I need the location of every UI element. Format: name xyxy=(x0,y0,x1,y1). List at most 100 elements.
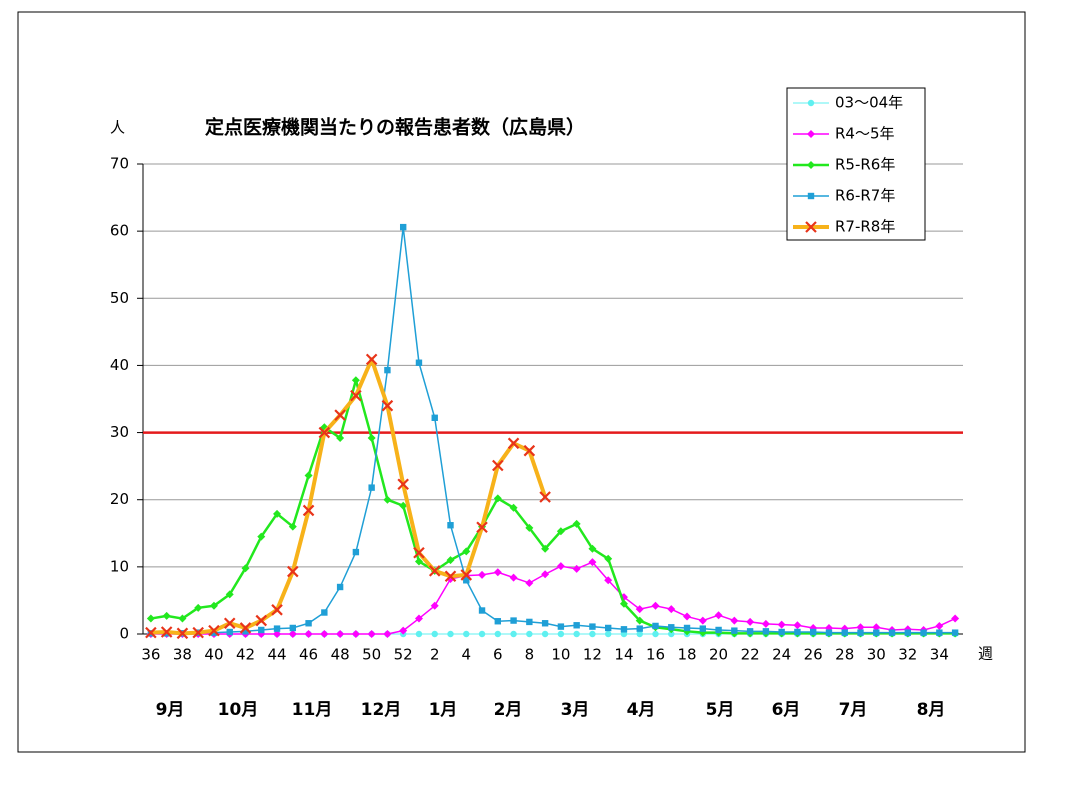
month-label: 8月 xyxy=(917,700,946,720)
point xyxy=(351,376,360,385)
month-label: 11月 xyxy=(292,700,333,720)
point xyxy=(383,630,392,638)
point xyxy=(652,630,659,638)
point xyxy=(273,630,282,638)
point xyxy=(761,619,770,628)
point xyxy=(715,626,722,634)
y-tick-label: 10 xyxy=(110,557,129,575)
x-tick-label: 42 xyxy=(236,646,255,664)
point xyxy=(573,630,580,638)
x-tick-label: 12 xyxy=(583,646,602,664)
point xyxy=(746,628,754,635)
point xyxy=(271,604,283,616)
month-label: 5月 xyxy=(706,700,735,720)
point xyxy=(350,389,362,402)
point xyxy=(223,617,236,630)
point xyxy=(523,444,536,457)
point xyxy=(525,578,534,587)
x-tick-label: 52 xyxy=(394,646,413,664)
point xyxy=(904,629,912,636)
point xyxy=(336,583,344,591)
point xyxy=(478,630,486,638)
series-line xyxy=(150,561,956,635)
point xyxy=(951,614,960,623)
point xyxy=(794,628,801,636)
legend-entry: 03～04年 xyxy=(793,94,903,112)
point xyxy=(557,623,565,630)
point xyxy=(539,491,551,503)
legend-marker xyxy=(807,192,815,200)
x-tick-label: 36 xyxy=(141,646,160,664)
x-tick-label: 30 xyxy=(867,646,886,664)
point xyxy=(762,628,770,635)
month-label: 12月 xyxy=(361,700,402,720)
x-axis-label: 週 xyxy=(978,645,993,663)
point xyxy=(273,625,281,632)
legend-label: 03～04年 xyxy=(835,94,903,112)
point xyxy=(381,399,394,412)
point xyxy=(936,629,943,636)
point xyxy=(178,614,187,623)
point xyxy=(399,223,407,231)
legend-marker xyxy=(807,130,815,138)
series-line xyxy=(150,378,956,635)
point xyxy=(351,630,360,638)
point xyxy=(793,621,802,630)
point xyxy=(825,629,833,636)
point xyxy=(651,601,660,610)
point xyxy=(160,626,173,638)
point xyxy=(746,617,755,626)
point xyxy=(367,630,376,638)
x-tick-label: 10 xyxy=(551,646,570,664)
point xyxy=(557,630,565,638)
point xyxy=(556,527,565,536)
point xyxy=(541,570,550,579)
y-tick-label: 20 xyxy=(110,490,129,508)
point xyxy=(873,629,880,636)
point xyxy=(444,570,457,583)
point xyxy=(476,521,488,534)
point xyxy=(320,630,329,638)
series-line xyxy=(150,226,956,635)
legend-marker xyxy=(807,161,815,169)
month-label: 1月 xyxy=(429,700,458,720)
point xyxy=(667,605,676,614)
point xyxy=(288,522,297,531)
point xyxy=(510,617,517,624)
point xyxy=(242,628,249,635)
point xyxy=(604,624,612,632)
y-tick-label: 60 xyxy=(110,222,129,240)
point xyxy=(699,625,707,632)
point xyxy=(208,624,220,637)
point xyxy=(367,433,376,442)
point xyxy=(635,616,644,625)
point xyxy=(462,547,471,556)
point xyxy=(446,556,455,565)
point xyxy=(431,414,438,421)
point xyxy=(510,630,517,638)
point xyxy=(809,628,817,636)
point xyxy=(492,459,504,472)
point xyxy=(604,630,612,638)
point xyxy=(255,614,268,627)
point xyxy=(383,495,392,504)
point xyxy=(415,630,423,638)
point xyxy=(463,577,470,584)
point xyxy=(526,618,533,626)
point xyxy=(146,614,155,623)
point xyxy=(730,616,739,625)
point xyxy=(778,628,785,636)
x-tick-label: 48 xyxy=(331,646,350,664)
point xyxy=(287,565,299,578)
point xyxy=(619,599,628,608)
y-tick-label: 70 xyxy=(110,155,129,173)
x-tick-label: 8 xyxy=(525,646,535,664)
point xyxy=(526,630,533,638)
point xyxy=(460,569,473,581)
legend-entry: R6-R7年 xyxy=(793,187,895,205)
x-tick-label: 24 xyxy=(772,646,791,664)
point xyxy=(414,557,423,566)
point xyxy=(525,523,534,532)
point xyxy=(336,433,345,442)
point xyxy=(447,630,454,638)
